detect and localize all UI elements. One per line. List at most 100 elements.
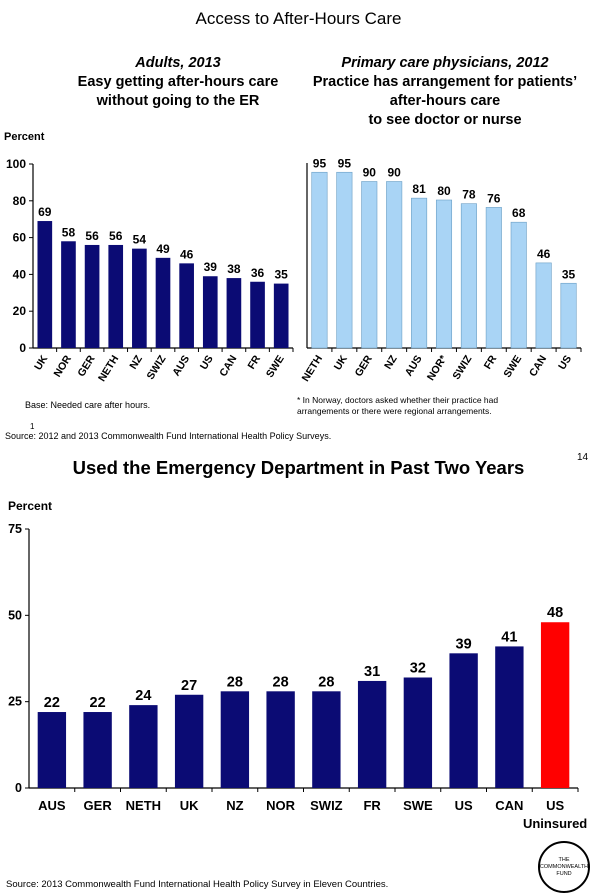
data-label: 36 [251,266,265,280]
category-label: SWE [403,798,433,813]
data-label: 81 [412,182,426,196]
category-label: US [455,798,473,813]
data-label: 68 [512,206,526,220]
bar [403,677,433,788]
category-label: FR [482,353,500,372]
bar [510,221,527,349]
category-label: US [198,353,216,372]
category-label: SWIZ [310,798,343,813]
ed-chart: 0 25 50 75 22 AUS 22 GER 24 NETH 27 UK 28 NZ 28 NOR 28 SW… [8,522,587,831]
right-panel-title-line3: after-hours care [389,93,501,109]
data-label: 22 [44,695,60,711]
data-label: 49 [156,242,170,256]
right-panel-title-line4: to see doctor or nurse [368,112,522,128]
data-label: 28 [227,674,243,690]
category-label: NOR [51,353,74,380]
bar [357,680,387,788]
category-label: NZ [127,353,145,372]
data-label: 24 [135,688,151,704]
adults-chart: 0 20 40 60 80 100 69 UK 58 NOR 56 GER 56 NETH 54 NZ 49 SW… [6,157,294,384]
category-label: UK [180,798,199,813]
bar [84,244,100,348]
data-label: 46 [180,247,194,261]
data-label: 35 [562,267,576,281]
data-label: 69 [38,205,52,219]
bar [266,691,295,788]
data-label: 76 [487,191,501,205]
bar [61,241,76,348]
category-label: AUS [403,353,425,378]
category-label: NZ [226,798,243,813]
bar [83,712,112,788]
page-number: 14 [577,452,589,463]
y-tick-label: 80 [13,194,27,208]
bar [560,282,577,349]
bar [495,646,524,788]
right-panel-title: Primary care physicians, 2012 Practice h… [285,54,597,130]
data-label: 54 [133,233,147,247]
data-label: 41 [501,629,517,645]
category-label: NOR* [425,352,450,382]
bar [129,705,158,788]
logo-line1: THE [558,856,570,863]
left-panel-title-line1: Adults, 2013 [135,55,221,71]
bar [336,171,353,349]
bottom-percent-label: Percent [8,499,53,513]
data-label: 39 [204,260,218,274]
y-tick-label: 20 [13,304,27,318]
left-panel-title-line2: Easy getting after-hours care [77,74,279,90]
bar [37,221,53,348]
bar [202,276,218,348]
category-label: GER [353,353,375,379]
bar [540,622,570,788]
y-tick-label: 60 [13,231,27,245]
y-tick-label: 75 [8,522,22,536]
bar [311,171,328,349]
category-label: SWE [501,353,524,380]
bar [273,283,289,348]
data-label: 39 [456,636,472,652]
data-label: 56 [109,229,123,243]
left-panel-note: Base: Needed care after hours. [25,400,151,410]
category-label: NZ [382,353,400,372]
y-tick-label: 50 [8,608,22,622]
logo-line3: FUND [556,870,572,877]
left-panel-title-line3: without going to the ER [96,93,260,109]
category-label: NETH [126,798,161,813]
category-label: SWIZ [450,353,474,382]
data-label: 28 [273,674,289,690]
y-tick-label: 100 [6,157,26,171]
bar [386,181,403,349]
top-percent-label: Percent [4,131,45,143]
y-tick-label: 0 [15,781,22,795]
category-label: FR [363,798,381,813]
slide-title: Access to After-Hours Care [195,9,402,28]
data-label: 95 [338,156,352,170]
bar [132,248,147,348]
bar [535,262,552,349]
data-label: 46 [537,247,551,261]
data-label: 56 [85,229,99,243]
category-label: FR [245,353,263,372]
bar [435,199,453,349]
data-label: 28 [318,674,334,690]
data-label: 90 [363,166,377,180]
data-label: 90 [388,166,402,180]
category-label: Uninsured [523,816,587,831]
left-panel-title: Adults, 2013 Easy getting after-hours ca… [28,54,328,111]
data-label: 31 [364,664,380,680]
category-label: GER [84,798,113,813]
commonwealth-fund-logo: THE COMMONWEALTH FUND [538,841,590,893]
category-label: UK [332,353,350,373]
category-label: NOR [266,798,296,813]
right-panel-note: * In Norway, doctors asked whether their… [297,395,499,416]
data-label: 32 [410,660,426,676]
y-tick-label: 40 [13,267,27,281]
category-label: CAN [527,353,549,379]
data-label: 95 [313,156,327,170]
bar [361,181,378,349]
bar [485,207,502,349]
data-label: 35 [275,268,289,282]
category-label: NETH [300,353,325,384]
data-label: 27 [181,678,197,694]
